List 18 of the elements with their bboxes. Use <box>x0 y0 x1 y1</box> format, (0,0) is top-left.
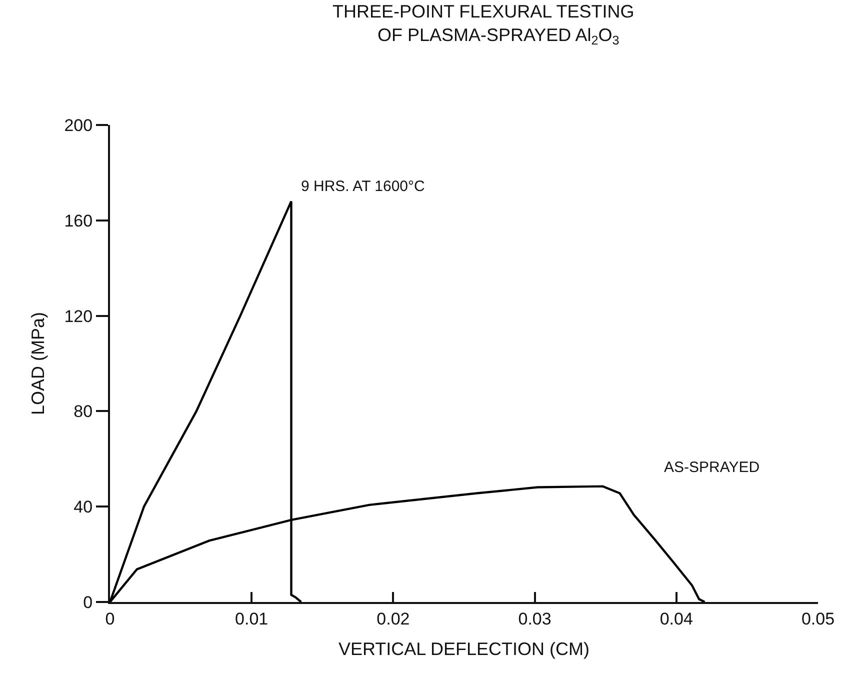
y-axis-title: LOAD (MPa) <box>28 312 48 416</box>
x-axis-title: VERTICAL DEFLECTION (CM) <box>338 639 590 659</box>
y-tick-label: 0 <box>83 592 93 612</box>
x-tick-label: 0.05 <box>801 609 835 628</box>
y-tick-label: 200 <box>64 116 93 135</box>
annotation: 9 HRS. AT 1600°C <box>301 178 426 195</box>
x-tick-label: 0.01 <box>235 609 268 628</box>
x-tick-label: 0.03 <box>518 609 552 628</box>
annotation: AS-SPRAYED <box>664 459 760 476</box>
chart-subtitle: OF PLASMA-SPRAYED Al$_{2}$O$_{3}$ <box>347 24 620 48</box>
x-tick-label: 0.02 <box>376 609 410 628</box>
y-tick-label: 160 <box>64 211 93 230</box>
y-tick-label: 80 <box>74 402 93 422</box>
y-tick-label: 120 <box>64 306 93 326</box>
x-tick-label: 0.04 <box>660 609 693 628</box>
y-tick-label: 40 <box>74 498 93 517</box>
chart-title: THREE-POINT FLEXURAL TESTING <box>332 1 634 22</box>
x-tick-label: 0 <box>105 609 115 628</box>
